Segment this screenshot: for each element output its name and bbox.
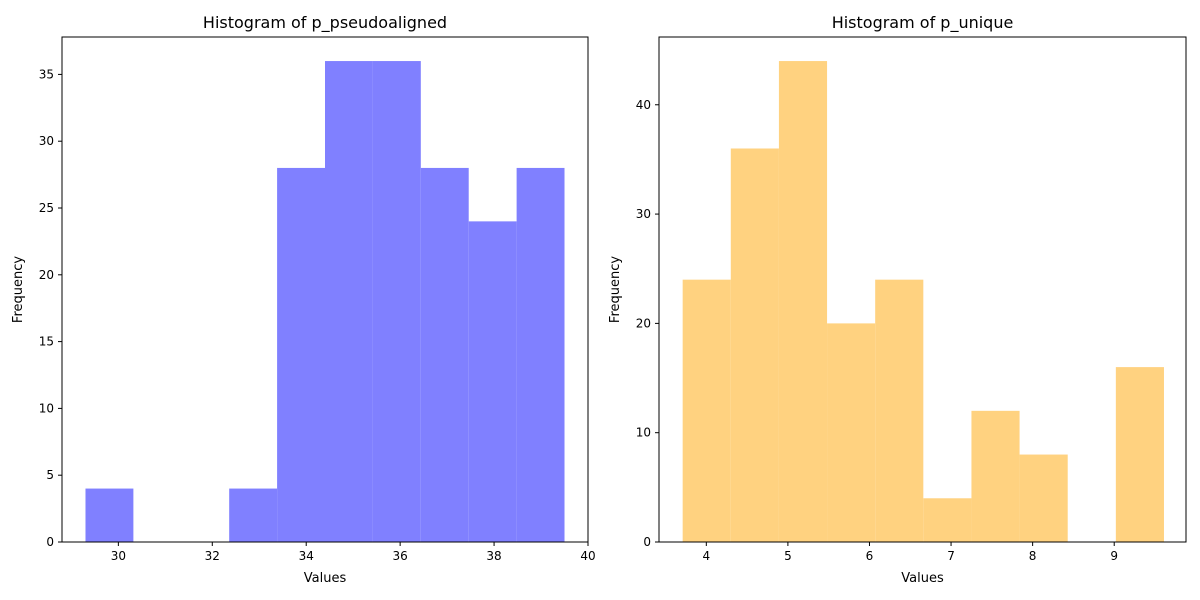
histogram-bar [420,167,469,543]
histogram-bar [682,279,731,542]
y-axis-label: Frequency [11,256,26,323]
y-tick-label: 0 [643,535,651,549]
histogram-bar [1019,454,1068,542]
histogram-bar [325,61,373,543]
y-tick-label: 10 [636,426,651,440]
x-tick-label: 30 [111,549,126,563]
histogram-bar [468,221,517,542]
x-tick-label: 32 [205,549,220,563]
x-tick-label: 36 [393,549,408,563]
histogram-panel-unique: 4 5 6 7 8 9 0 10 20 30 40 Histogram of p_unique Valu… [608,13,1187,586]
x-tick-label: 4 [702,549,710,563]
y-tick-label: 30 [636,207,651,221]
y-tick-label: 25 [39,201,54,215]
histogram-bar [1115,367,1164,542]
y-tick-label: 10 [39,401,54,415]
x-tick-label: 5 [784,549,792,563]
x-tick-label: 7 [947,549,955,563]
histogram-bar [923,498,972,542]
y-tick-label: 15 [39,335,54,349]
x-tick-label: 8 [1029,549,1037,563]
histogram-bar [277,167,325,543]
x-tick-label: 9 [1110,549,1118,563]
x-tick-label: 40 [580,549,595,563]
axes-frame [61,36,589,543]
x-tick-label: 38 [486,549,501,563]
chart-title: Histogram of p_pseudoaligned [203,13,447,33]
y-tick-label: 20 [39,268,54,282]
histogram-bar [875,279,924,542]
histogram-bar [229,488,278,542]
histogram-bar [827,323,876,542]
y-tick-label: 20 [636,316,651,330]
y-axis-label: Frequency [608,256,623,323]
y-tick-label: 0 [46,535,54,549]
y-tick-label: 30 [39,134,54,148]
x-tick-label: 6 [866,549,874,563]
histogram-bar [730,148,779,542]
histogram-panel-pseudoaligned: 30 32 34 36 38 40 0 5 10 15 20 25 30 35 Histogram of p… [11,13,596,586]
x-axis-label: Values [901,571,944,586]
histogram-bar [778,61,828,543]
chart-title: Histogram of p_unique [832,13,1014,33]
histogram-bar [971,410,1020,542]
y-tick-label: 40 [636,98,651,112]
histogram-bar [516,167,565,543]
y-tick-label: 35 [39,67,54,81]
x-tick-label: 34 [299,549,314,563]
y-tick-label: 5 [46,468,54,482]
x-axis-label: Values [304,571,347,586]
histogram-bar [372,61,421,543]
axes-frame [658,36,1187,543]
histogram-bar [85,488,134,542]
